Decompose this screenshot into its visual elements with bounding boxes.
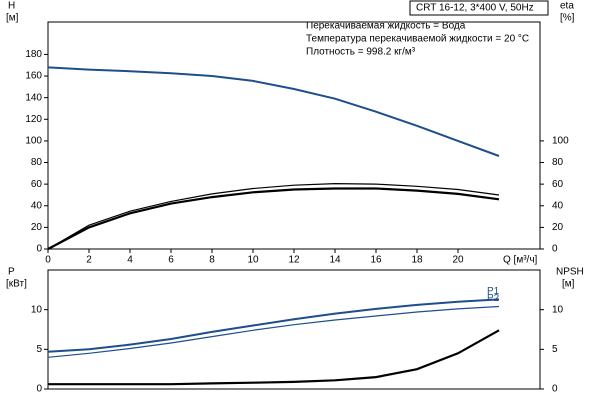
y-tick-label: 40	[31, 200, 43, 211]
y-tick-label: 60	[31, 179, 43, 190]
curve	[47, 66, 500, 157]
y2-tick-label: 100	[552, 136, 569, 147]
y-tick-label: 0	[36, 384, 42, 395]
y2-tick-label: 80	[552, 157, 564, 168]
curve	[47, 305, 500, 358]
plot-frame	[47, 21, 541, 250]
curve	[48, 329, 500, 386]
y-tick-label: 100	[25, 136, 42, 147]
y-label: H	[8, 1, 15, 12]
y2-tick-label: 0	[552, 244, 558, 255]
y2-tick-label: 20	[552, 222, 564, 233]
y-tick-label: 20	[31, 222, 43, 233]
series-label: P2	[487, 293, 500, 304]
y-tick-label: 160	[25, 71, 42, 82]
x-tick-label: 2	[86, 255, 92, 266]
y2-tick-label: 10	[552, 304, 564, 315]
x-tick-label: 6	[168, 255, 174, 266]
y2-label: eta	[560, 1, 574, 12]
x-tick-label: 4	[127, 255, 133, 266]
series-label: P1	[487, 286, 500, 297]
y-tick-label: 80	[31, 157, 43, 168]
y-tick-label: 10	[31, 304, 43, 315]
curve	[47, 182, 500, 250]
annotation: Перекачиваемая жидкость = Вода	[306, 21, 466, 32]
y2-unit: [%]	[560, 13, 575, 24]
y2-tick-label: 5	[552, 344, 558, 355]
y-tick-label: 140	[25, 92, 42, 103]
y2-unit: [м]	[562, 279, 575, 290]
title-box	[409, 0, 549, 16]
x-tick-label: 16	[370, 255, 382, 266]
x-tick-label: 10	[247, 255, 259, 266]
y-unit: [м]	[6, 13, 19, 24]
x-tick-label: 8	[209, 255, 215, 266]
y-tick-label: 180	[25, 49, 42, 60]
annotation: Плотность = 998.2 кг/м³	[306, 47, 416, 58]
y-tick-label: 0	[36, 244, 42, 255]
y2-tick-label: 0	[552, 384, 558, 395]
y-tick-label: 120	[25, 114, 42, 125]
x-tick-label: 12	[288, 255, 300, 266]
y2-label: NPSH	[556, 267, 584, 278]
y2-tick-label: 60	[552, 179, 564, 190]
curve	[47, 298, 500, 353]
x-tick-label: 18	[411, 255, 423, 266]
y2-tick-label: 40	[552, 200, 564, 211]
x-tick-label: 0	[45, 255, 51, 266]
y-unit: [кВт]	[6, 279, 27, 290]
x-tick-label: 14	[329, 255, 341, 266]
y-tick-label: 5	[36, 344, 42, 355]
x-tick-label: 20	[452, 255, 464, 266]
y-label: P	[8, 267, 15, 278]
annotation: Температура перекачиваемой жидкости = 20…	[306, 34, 529, 45]
plot-frame	[47, 269, 541, 390]
chart-title: CRT 16-12, 3*400 V, 50Hz	[416, 3, 534, 14]
x-label: Q [м³/ч]	[503, 255, 538, 266]
curve	[47, 187, 500, 250]
